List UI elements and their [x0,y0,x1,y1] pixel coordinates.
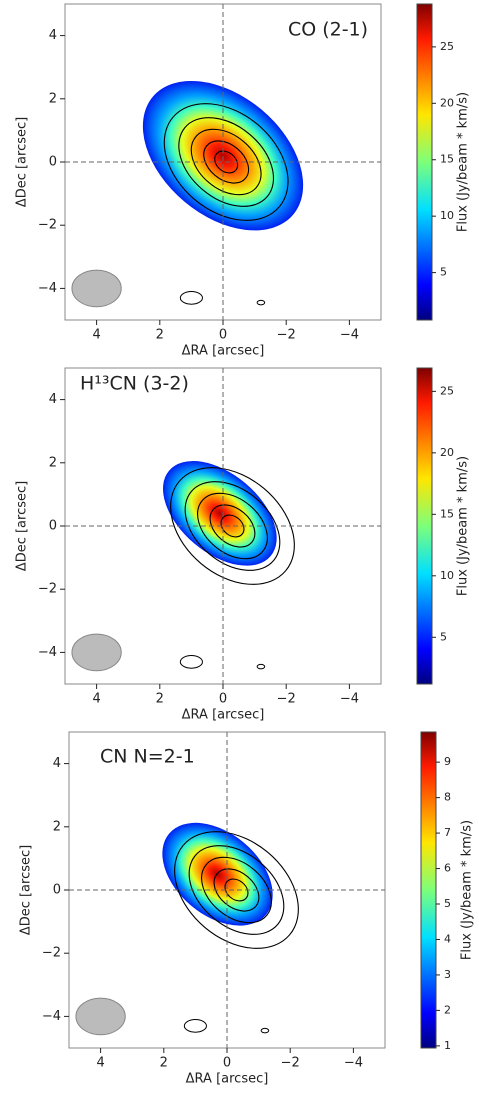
contour [256,299,266,306]
contour [163,103,289,221]
y-tick-label: −2 [38,582,57,597]
x-tick-label: −4 [340,328,359,343]
colorbar-tick-label: 2 [444,1003,451,1016]
y-tick-label: 2 [49,91,57,106]
contour [183,1019,207,1033]
y-tick-label: −4 [38,645,57,660]
y-tick-label: −4 [42,1009,61,1024]
beam [71,269,122,308]
contour [213,868,260,912]
contour [203,140,250,184]
contour [174,831,299,949]
panel-title: H¹³CN (3-2) [80,373,189,395]
contour [188,845,285,935]
colorbar-tick-label: 6 [444,862,451,875]
x-tick-label: −2 [281,1056,300,1071]
x-tick-label: 4 [92,328,100,343]
colorbar-tick-label: 5 [440,630,447,643]
x-tick-label: 4 [92,692,100,707]
colorbar-tick-label: 15 [440,153,454,166]
y-tick-label: 0 [49,519,57,534]
contour [190,128,262,196]
contour [209,504,256,548]
colorbar-tick-label: 1 [444,1039,451,1052]
colorbar-tick-label: 25 [440,384,454,397]
y-axis-label: ΔDec [arcsec] [19,845,34,935]
colorbar-tick-label: 15 [440,507,454,520]
y-tick-label: 4 [53,756,61,771]
contour [256,663,266,670]
colorbar [420,731,437,1049]
emission-map [163,461,277,566]
y-axis-label: ΔDec [arcsec] [15,481,30,571]
contour [197,492,268,560]
y-tick-label: 2 [49,455,57,470]
panel-title: CO (2-1) [288,19,368,41]
x-tick-label: −4 [340,692,359,707]
contour [224,878,249,902]
x-tick-label: 2 [156,328,164,343]
x-tick-label: 0 [223,1056,231,1071]
colorbar-tick-label: 5 [440,266,447,279]
x-tick-label: 0 [219,692,227,707]
x-axis-label: ΔRA [arcsec] [186,1072,269,1087]
colorbar-tick-label: 3 [444,968,451,981]
colorbar-tick-label: 10 [440,569,454,582]
contour [179,291,203,305]
x-tick-label: 2 [160,1056,168,1071]
y-tick-label: 0 [49,155,57,170]
y-tick-label: 2 [53,819,61,834]
colorbar-label: Flux (Jy/beam * km/s) [456,456,471,596]
x-tick-label: 2 [156,692,164,707]
colorbar-tick-label: 25 [440,40,454,53]
colorbar [416,367,433,685]
colorbar-tick-label: 5 [444,897,451,910]
x-tick-label: −2 [277,692,296,707]
emission-map [162,822,273,926]
colorbar-label: Flux (Jy/beam * km/s) [456,92,471,232]
colorbar-tick-label: 7 [444,826,451,839]
contour [260,1027,270,1034]
colorbar [416,3,433,321]
x-tick-label: −2 [277,328,296,343]
contour [220,514,245,538]
contour [170,467,295,585]
colorbar-tick-label: 9 [444,755,451,768]
y-tick-label: 4 [49,392,57,407]
y-tick-label: 4 [49,28,57,43]
y-axis-label: ΔDec [arcsec] [15,117,30,207]
colorbar-tick-label: 10 [440,209,454,222]
y-tick-label: −4 [38,281,57,296]
contour [179,655,203,669]
colorbar-tick-label: 20 [440,446,454,459]
beam [71,633,122,672]
beam [75,997,126,1036]
colorbar-label: Flux (Jy/beam * km/s) [460,820,475,960]
y-tick-label: −2 [38,218,57,233]
contour [178,117,275,207]
x-tick-label: 4 [96,1056,104,1071]
x-tick-label: −4 [344,1056,363,1071]
colorbar-tick-label: 4 [444,932,451,945]
contour [214,150,239,174]
panel-title: CN N=2-1 [100,746,195,768]
y-tick-label: 0 [53,883,61,898]
colorbar-tick-label: 20 [440,96,454,109]
colorbar-tick-label: 8 [444,791,451,804]
y-tick-label: −2 [42,946,61,961]
emission-map [142,80,304,231]
x-axis-label: ΔRA [arcsec] [182,708,265,723]
contour [201,856,272,924]
x-axis-label: ΔRA [arcsec] [182,344,265,359]
x-tick-label: 0 [219,328,227,343]
contour [184,481,281,571]
